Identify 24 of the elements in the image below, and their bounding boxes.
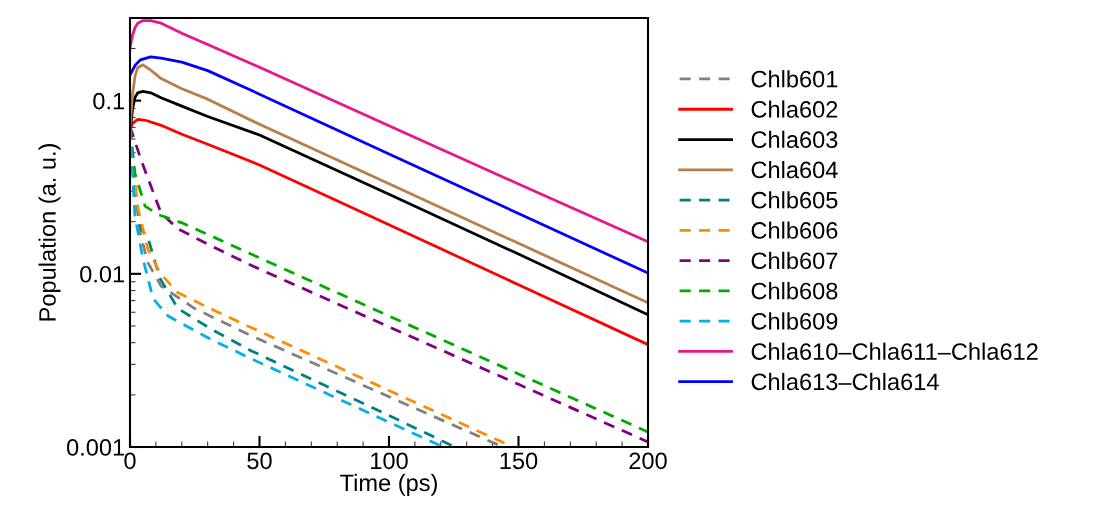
legend-label: Chla602 <box>751 100 838 118</box>
legend-label: Chlb605 <box>751 191 838 209</box>
line-series <box>130 55 648 275</box>
x-tick-label: 150 <box>500 452 538 470</box>
legend-label: Chla613–Chla614 <box>751 372 939 391</box>
x-tick-label: 50 <box>247 452 272 470</box>
x-tick-label: 100 <box>371 452 408 470</box>
legend-label: Chlb607 <box>751 251 838 270</box>
line-series <box>130 117 648 347</box>
legend-label: Chlb606 <box>751 221 838 239</box>
legend-label: Chla610–Chla611–Chla612 <box>751 342 1038 360</box>
legend-label: Chlb608 <box>751 282 838 300</box>
y-tick-label: 0.1 <box>93 92 124 110</box>
legend-label: Chla604 <box>751 160 838 179</box>
x-axis-title: Time (ps) <box>340 473 437 496</box>
y-axis-title: Population (a. u.) <box>38 144 61 321</box>
y-tick-label: 0.001 <box>66 439 124 456</box>
legend-label: Chla603 <box>751 130 838 149</box>
x-tick-label: 0 <box>124 452 136 470</box>
y-tick-label: 0.01 <box>80 265 124 283</box>
legend-label: Chlb609 <box>751 312 838 330</box>
x-tick-label: 200 <box>629 452 667 470</box>
legend-label: Chlb601 <box>751 70 838 88</box>
line-series <box>130 63 648 305</box>
